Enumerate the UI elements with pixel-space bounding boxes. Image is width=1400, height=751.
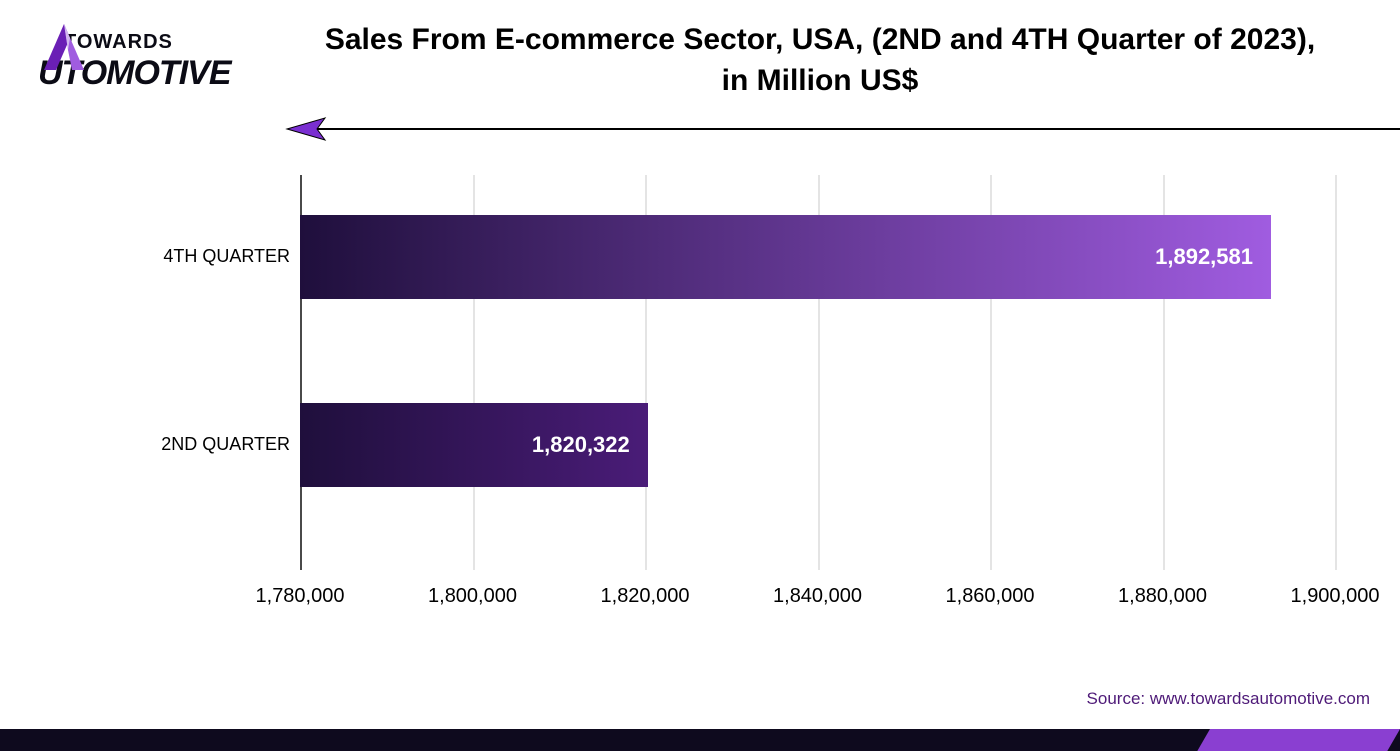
x-tick-label: 1,780,000 bbox=[256, 585, 345, 608]
source-text: Source: www.towardsautomotive.com bbox=[1087, 689, 1370, 709]
footer-bar bbox=[0, 729, 1400, 751]
x-tick-label: 1,900,000 bbox=[1291, 585, 1380, 608]
page: TOWARDS UTOMOTIVE Sales From E-commerce … bbox=[0, 0, 1400, 751]
bar-chart: 1,780,000 1,800,000 1,820,000 1,840,000 1,86… bbox=[135, 175, 1335, 645]
grid-line bbox=[1335, 175, 1337, 570]
brand-logo: TOWARDS UTOMOTIVE bbox=[38, 22, 298, 102]
x-tick-label: 1,860,000 bbox=[946, 585, 1035, 608]
logo-mark-icon bbox=[34, 20, 88, 80]
footer-bar-accent bbox=[1197, 729, 1400, 751]
logo-text-top: TOWARDS bbox=[64, 31, 231, 54]
plot-area: 1,780,0001,800,0001,820,0001,840,0001,86… bbox=[300, 175, 1335, 570]
x-tick-label: 1,820,000 bbox=[601, 585, 690, 608]
y-category-label: 4TH QUARTER bbox=[135, 246, 290, 267]
y-category-label: 2ND QUARTER bbox=[135, 434, 290, 455]
footer-bar-dark bbox=[0, 729, 1400, 751]
accent-divider bbox=[285, 118, 1400, 142]
arrow-left-icon bbox=[285, 116, 327, 142]
chart-title: Sales From E-commerce Sector, USA, (2ND … bbox=[320, 20, 1320, 101]
bar: 1,820,322 bbox=[300, 403, 648, 487]
x-tick-label: 1,800,000 bbox=[428, 585, 517, 608]
x-tick-label: 1,880,000 bbox=[1118, 585, 1207, 608]
bar: 1,892,581 bbox=[300, 215, 1271, 299]
x-tick-label: 1,840,000 bbox=[773, 585, 862, 608]
accent-line bbox=[315, 128, 1400, 130]
